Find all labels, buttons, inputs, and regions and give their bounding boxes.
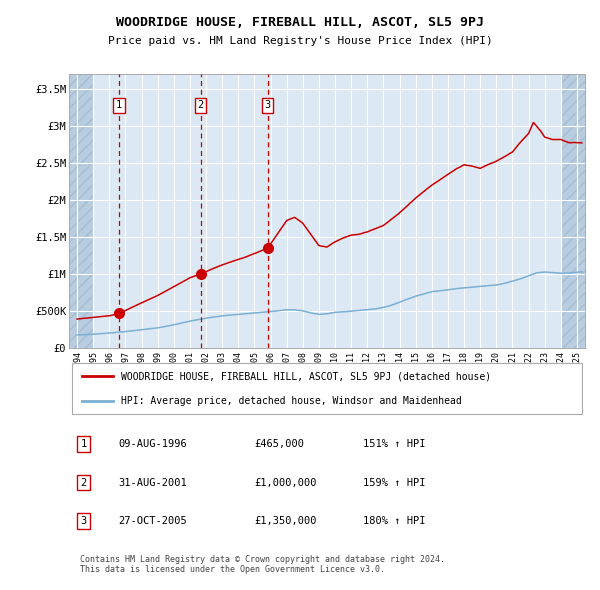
Text: HPI: Average price, detached house, Windsor and Maidenhead: HPI: Average price, detached house, Wind… <box>121 395 461 405</box>
Text: Price paid vs. HM Land Registry's House Price Index (HPI): Price paid vs. HM Land Registry's House … <box>107 37 493 46</box>
Text: 1: 1 <box>116 100 122 110</box>
Text: 31-AUG-2001: 31-AUG-2001 <box>118 477 187 487</box>
Text: 1: 1 <box>80 439 86 449</box>
Text: 2: 2 <box>197 100 204 110</box>
Text: 180% ↑ HPI: 180% ↑ HPI <box>363 516 425 526</box>
Text: Contains HM Land Registry data © Crown copyright and database right 2024.
This d: Contains HM Land Registry data © Crown c… <box>80 555 445 575</box>
Text: 09-AUG-1996: 09-AUG-1996 <box>118 439 187 449</box>
Text: 3: 3 <box>80 516 86 526</box>
Bar <box>69 74 93 348</box>
Text: 159% ↑ HPI: 159% ↑ HPI <box>363 477 425 487</box>
Text: 3: 3 <box>265 100 271 110</box>
FancyBboxPatch shape <box>71 363 583 414</box>
Text: £465,000: £465,000 <box>255 439 305 449</box>
Bar <box>561 74 585 348</box>
Text: 151% ↑ HPI: 151% ↑ HPI <box>363 439 425 449</box>
Text: WOODRIDGE HOUSE, FIREBALL HILL, ASCOT, SL5 9PJ (detached house): WOODRIDGE HOUSE, FIREBALL HILL, ASCOT, S… <box>121 371 491 381</box>
Text: 2: 2 <box>80 477 86 487</box>
Text: 27-OCT-2005: 27-OCT-2005 <box>118 516 187 526</box>
Text: £1,000,000: £1,000,000 <box>255 477 317 487</box>
Text: WOODRIDGE HOUSE, FIREBALL HILL, ASCOT, SL5 9PJ: WOODRIDGE HOUSE, FIREBALL HILL, ASCOT, S… <box>116 16 484 29</box>
Text: £1,350,000: £1,350,000 <box>255 516 317 526</box>
